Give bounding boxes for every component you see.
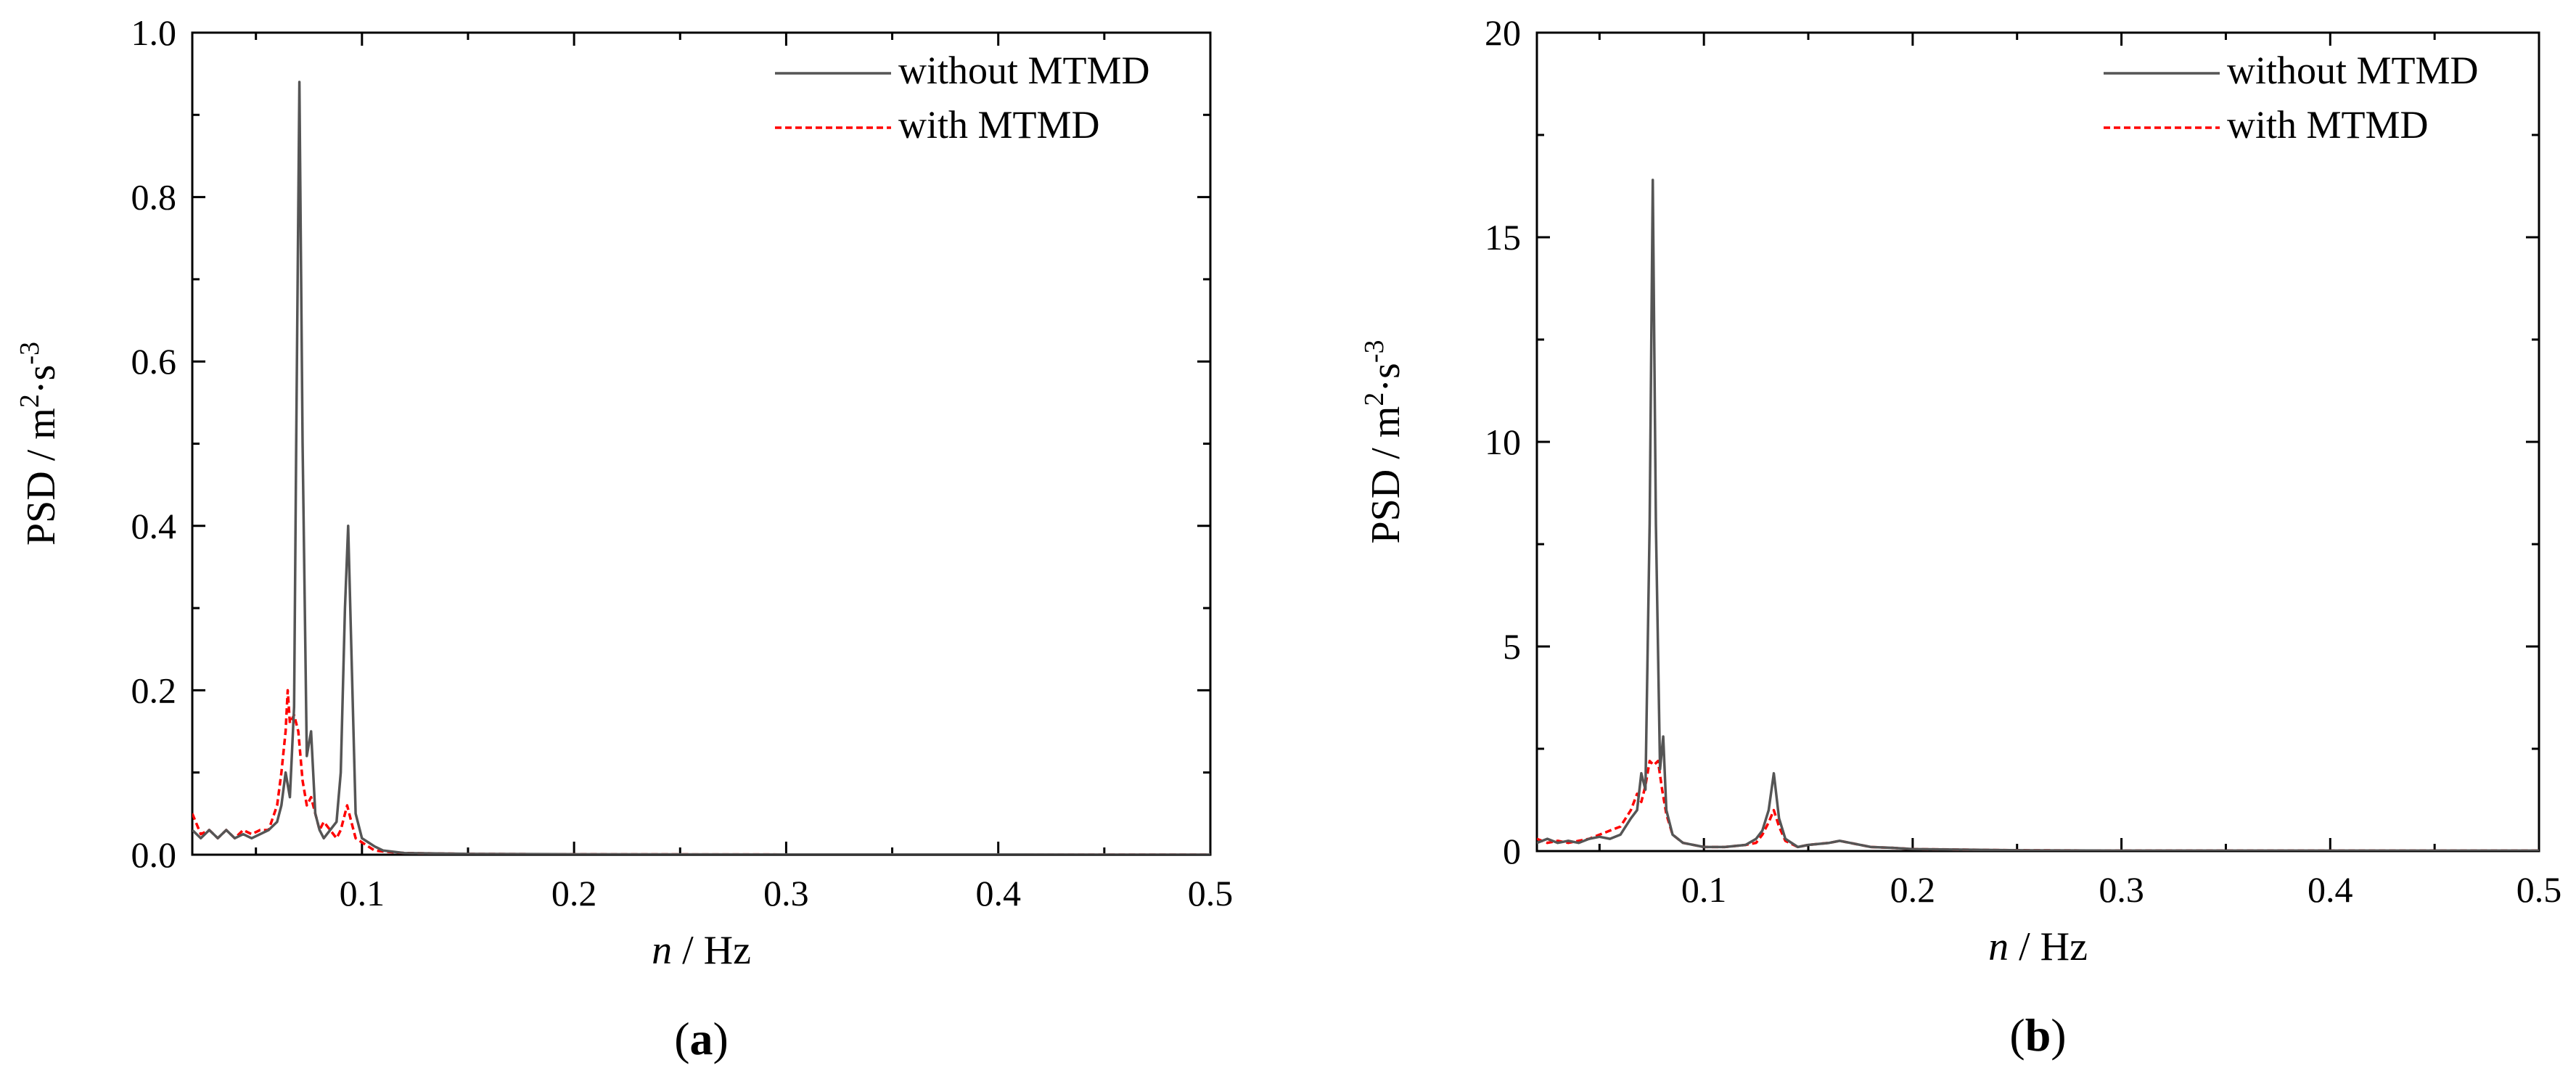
chart-panel-b: 0.1 0.2 0.3 0.4 0.5 0 5 10 15 20 without MTMD with … — [1359, 12, 2561, 1061]
y-axis-label-part: -3 — [15, 342, 45, 365]
y-tick-label: 15 — [1485, 217, 1521, 258]
series-line-without-mtmd — [192, 81, 1210, 855]
y-axis-label: PSD / m2·s-3 — [15, 342, 64, 546]
x-axis-label: n / Hz — [1988, 924, 2088, 969]
y-axis-label: PSD / m2·s-3 — [1359, 340, 1408, 544]
y-axis-label-part: -3 — [1359, 340, 1390, 364]
panel-label-letter: b — [2025, 1009, 2051, 1061]
legend-label: with MTMD — [898, 103, 1100, 147]
panel-label-close: ) — [2051, 1009, 2066, 1061]
x-tick-label: 0.5 — [1188, 873, 1234, 913]
panel-label-letter: a — [690, 1013, 713, 1064]
panel-label-close: ) — [713, 1013, 729, 1064]
legend-label: with MTMD — [2227, 103, 2429, 147]
y-tick-label: 0 — [1503, 831, 1521, 871]
y-tick-label: 0.4 — [131, 506, 177, 546]
x-axis-label-unit: / Hz — [2009, 924, 2088, 969]
y-tick-label: 5 — [1503, 626, 1521, 667]
panel-label: (a) — [674, 1013, 729, 1064]
legend-label: without MTMD — [2227, 49, 2479, 92]
x-axis-label-var: n — [652, 928, 672, 973]
y-axis-label-part: 2 — [15, 394, 45, 408]
x-tick-label: 0.2 — [551, 873, 597, 913]
panel-label-open: ( — [674, 1013, 689, 1064]
plot-frame — [191, 31, 1212, 856]
x-tick-label: 0.1 — [340, 873, 385, 913]
series-line-without-mtmd — [1537, 178, 2539, 851]
x-axis-label-unit: / Hz — [672, 928, 751, 973]
x-tick-label: 0.5 — [2516, 869, 2562, 910]
x-tick-label: 0.4 — [975, 873, 1021, 913]
y-tick-label: 0.6 — [131, 341, 177, 382]
y-tick-label: 0.8 — [131, 177, 177, 218]
chart-panel-a: 0.1 0.2 0.3 0.4 0.5 0.0 0.2 0.4 0.6 0.8 1.0 without… — [15, 12, 1233, 1064]
y-axis-label-part: ·s — [19, 365, 64, 394]
y-tick-label: 10 — [1485, 422, 1521, 462]
y-tick-label: 1.0 — [131, 12, 177, 53]
panel-label-open: ( — [2009, 1009, 2025, 1061]
y-axis-label-group: PSD / m2·s-3 — [1359, 340, 1408, 544]
y-tick-label: 0.2 — [131, 670, 177, 710]
y-axis-label-part: ·s — [1363, 363, 1408, 392]
x-tick-label: 0.4 — [2308, 869, 2353, 910]
panel-label: (b) — [2009, 1009, 2066, 1061]
x-tick-label: 0.3 — [2099, 869, 2144, 910]
y-tick-label: 20 — [1485, 12, 1521, 53]
plot-frame — [1535, 31, 2540, 853]
x-axis-label-var: n — [1988, 924, 2009, 969]
y-tick-label: 0.0 — [131, 834, 177, 875]
y-axis-label-group: PSD / m2·s-3 — [15, 342, 64, 546]
x-axis-label: n / Hz — [652, 928, 751, 973]
x-tick-label: 0.1 — [1681, 869, 1727, 910]
x-tick-label: 0.3 — [763, 873, 809, 913]
y-axis-label-part: PSD / m — [19, 408, 64, 546]
y-axis-label-part: 2 — [1359, 393, 1390, 406]
y-axis-label-part: PSD / m — [1363, 406, 1408, 544]
x-tick-label: 0.2 — [1890, 869, 1936, 910]
series-line-with-mtmd — [192, 689, 1210, 855]
legend-label: without MTMD — [898, 49, 1150, 92]
series-line-with-mtmd — [1537, 760, 2539, 851]
